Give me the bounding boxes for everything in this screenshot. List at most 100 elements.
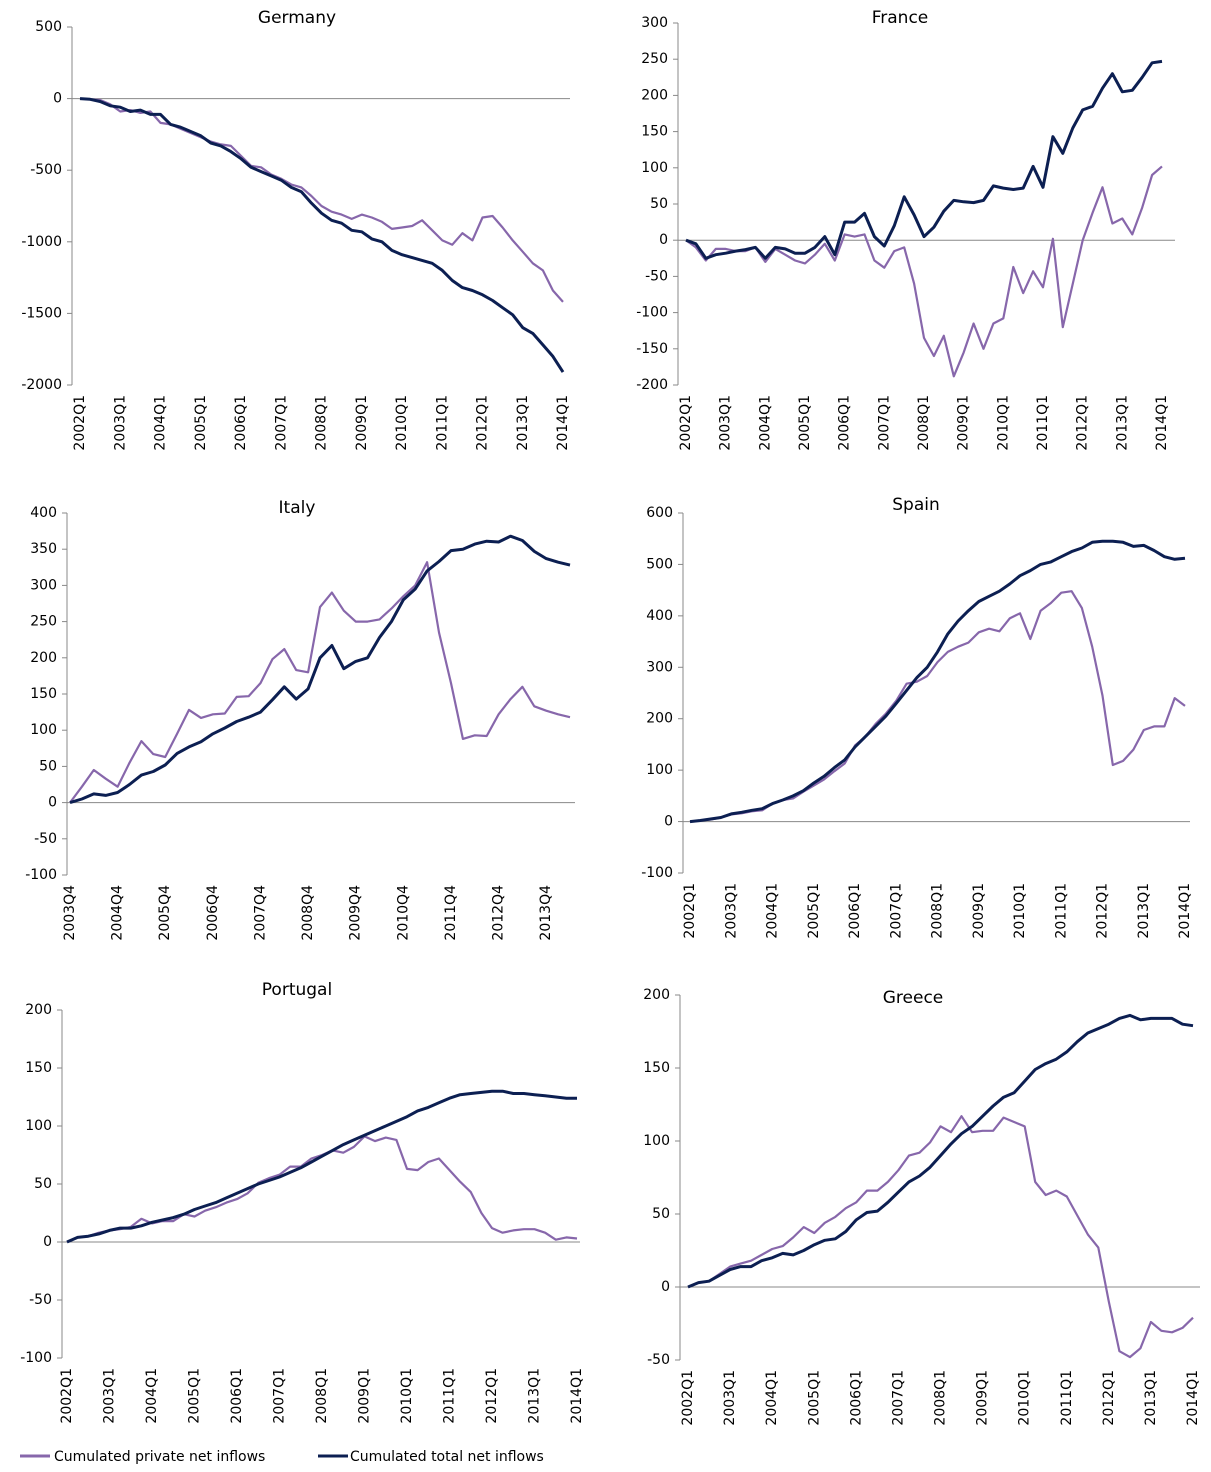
y-tick-label: 50 [39,758,57,774]
y-tick-label: 200 [25,1002,52,1018]
y-tick-label: -50 [34,831,57,847]
y-tick-label: 600 [646,505,673,521]
y-tick-label: 0 [659,232,668,248]
x-tick-label: 2009Q1 [975,1370,991,1426]
x-tick-label: 2003Q1 [722,1370,738,1426]
y-tick-label: -100 [25,867,57,883]
series-line [69,534,571,805]
legend-label: Cumulated total net inflows [350,1449,544,1465]
series-line [689,590,1186,823]
y-tick-label: 250 [30,614,57,630]
chart-title: Portugal [262,980,332,1000]
y-tick-label: 300 [646,659,673,675]
y-tick-label: 150 [25,1060,52,1076]
x-tick-label: 2012Q1 [1101,1370,1117,1426]
y-tick-label: -100 [636,305,668,321]
series-line [69,561,571,804]
x-tick-label: 2002Q1 [72,395,88,451]
x-tick-label: 2005Q1 [193,395,209,451]
y-tick-label: 500 [646,556,673,572]
x-tick-label: 2013Q1 [1136,883,1152,939]
x-tick-label: 2002Q1 [59,1368,75,1424]
x-tick-label: 2010Q1 [995,395,1011,451]
y-tick-label: -1500 [21,305,62,321]
series-line [685,165,1163,378]
x-tick-label: 2011Q1 [434,395,450,451]
chart-title: France [872,8,929,28]
x-tick-label: 2013Q1 [1114,395,1130,451]
x-tick-label: 2013Q1 [1143,1370,1159,1426]
x-tick-label: 2012Q1 [475,395,491,451]
x-tick-label: 2005Q1 [806,1370,822,1426]
x-tick-label: 2007Q1 [272,1368,288,1424]
x-tick-label: 2008Q1 [933,1370,949,1426]
x-tick-label: 2005Q1 [797,395,813,451]
y-tick-label: 0 [664,814,673,830]
x-tick-label: 2009Q1 [354,395,370,451]
x-tick-label: 2011Q1 [1035,395,1051,451]
y-tick-label: -100 [641,865,673,881]
series-line [66,1089,577,1244]
y-tick-label: 100 [30,722,57,738]
x-tick-label: 2008Q4 [300,885,316,941]
x-tick-label: 2003Q1 [102,1368,118,1424]
y-tick-label: 150 [643,1060,670,1076]
x-tick-label: 2007Q1 [890,1370,906,1426]
x-tick-label: 2006Q1 [847,883,863,939]
x-tick-label: 2013Q4 [538,885,554,941]
y-tick-label: 0 [661,1279,670,1295]
x-tick-label: 2011Q1 [1053,883,1069,939]
x-tick-label: 2010Q1 [399,1368,415,1424]
x-tick-label: 2014Q1 [1185,1370,1201,1426]
x-tick-label: 2009Q1 [956,395,972,451]
series-line [687,1115,1194,1359]
x-tick-label: 2010Q1 [1017,1370,1033,1426]
x-tick-label: 2004Q4 [110,885,126,941]
y-tick-label: 400 [30,505,57,521]
x-tick-label: 2012Q1 [1095,883,1111,939]
y-tick-label: 0 [48,795,57,811]
y-tick-label: 400 [646,608,673,624]
x-tick-label: 2010Q4 [395,885,411,941]
x-tick-label: 2003Q1 [723,883,739,939]
x-tick-label: 2004Q1 [153,395,169,451]
x-tick-label: 2002Q1 [680,1370,696,1426]
x-tick-label: 2004Q1 [765,883,781,939]
x-tick-label: 2006Q4 [205,885,221,941]
y-tick-label: -1000 [21,234,62,250]
y-tick-label: -200 [636,377,668,393]
series-line [79,97,565,373]
x-tick-label: 2006Q1 [233,395,249,451]
x-tick-label: 2008Q1 [314,395,330,451]
x-tick-label: 2007Q4 [252,885,268,941]
x-tick-label: 2002Q1 [678,395,694,451]
y-tick-label: 100 [646,762,673,778]
y-tick-label: 300 [30,577,57,593]
x-tick-label: 2009Q4 [348,885,364,941]
y-tick-label: 200 [643,987,670,1003]
x-tick-label: 2004Q1 [764,1370,780,1426]
y-tick-label: 200 [646,711,673,727]
y-tick-label: -500 [30,162,62,178]
x-tick-label: 2008Q1 [916,395,932,451]
x-tick-label: 2005Q1 [187,1368,203,1424]
x-tick-label: 2012Q4 [491,885,507,941]
x-tick-label: 2008Q1 [930,883,946,939]
x-tick-label: 2014Q1 [1154,395,1170,451]
x-tick-label: 2007Q1 [876,395,892,451]
x-tick-label: 2006Q1 [229,1368,245,1424]
x-tick-label: 2012Q1 [484,1368,500,1424]
x-tick-label: 2006Q1 [848,1370,864,1426]
y-tick-label: 50 [652,1206,670,1222]
x-tick-label: 2009Q1 [971,883,987,939]
y-tick-label: 200 [30,650,57,666]
y-tick-label: 100 [25,1118,52,1134]
y-tick-label: 100 [641,160,668,176]
y-tick-label: 0 [43,1234,52,1250]
y-tick-label: 500 [35,19,62,35]
y-tick-label: -50 [647,1352,670,1368]
x-tick-label: 2003Q4 [62,885,78,941]
x-tick-label: 2014Q1 [555,395,571,451]
x-tick-label: 2010Q1 [1012,883,1028,939]
